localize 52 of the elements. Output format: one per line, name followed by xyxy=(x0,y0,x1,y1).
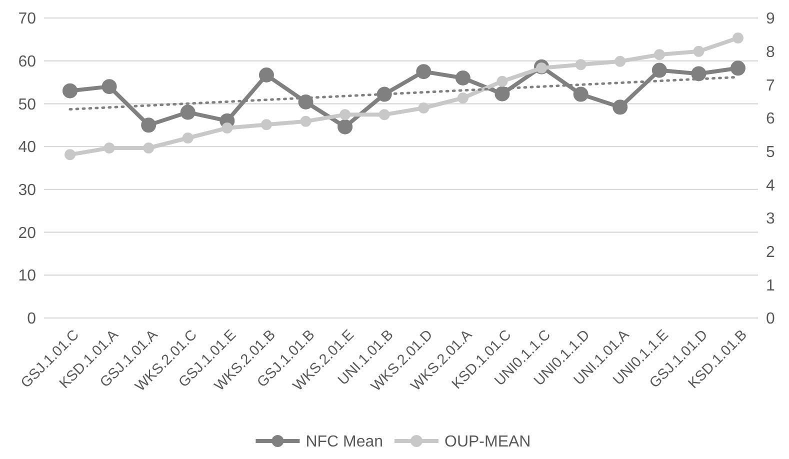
point xyxy=(730,60,746,76)
point xyxy=(418,102,430,114)
point xyxy=(180,104,196,120)
point xyxy=(494,86,510,102)
y-tick-label: 40 xyxy=(18,139,36,156)
point xyxy=(378,109,390,120)
point xyxy=(654,49,665,60)
y2-tick-label: 3 xyxy=(766,210,775,228)
legend-label: OUP-MEAN xyxy=(444,434,531,451)
point xyxy=(62,83,78,98)
point xyxy=(143,142,154,154)
y2-tick-label: 4 xyxy=(766,177,775,194)
point xyxy=(340,109,351,120)
y2-tick-label: 0 xyxy=(766,310,775,328)
y2-tick-label: 9 xyxy=(766,10,775,28)
y2-tick-label: 1 xyxy=(766,277,775,294)
point xyxy=(457,92,468,104)
point xyxy=(693,46,704,57)
point xyxy=(300,116,312,127)
point xyxy=(575,59,586,70)
point xyxy=(64,149,76,160)
point xyxy=(732,32,744,44)
point xyxy=(612,100,628,115)
y2-tick-label: 6 xyxy=(766,110,775,128)
y2-tick-label: 8 xyxy=(766,44,775,61)
point xyxy=(573,86,588,102)
point xyxy=(496,76,508,87)
point xyxy=(222,122,233,134)
point xyxy=(260,119,272,130)
point xyxy=(652,62,667,78)
y-tick-label: 0 xyxy=(27,310,36,328)
y-tick-label: 70 xyxy=(18,10,36,28)
point xyxy=(141,118,156,133)
point xyxy=(416,64,432,80)
point xyxy=(258,68,274,82)
y-tick-label: 30 xyxy=(18,182,36,200)
point xyxy=(182,132,194,144)
point xyxy=(298,94,314,110)
y2-tick-label: 5 xyxy=(766,144,775,161)
y-tick-label: 10 xyxy=(18,268,36,285)
y-tick-label: 60 xyxy=(18,53,36,70)
y2-tick-label: 7 xyxy=(766,77,775,94)
point xyxy=(691,66,706,82)
point xyxy=(338,119,353,134)
legend-label: NFC Mean xyxy=(306,434,384,451)
point xyxy=(455,70,470,86)
point xyxy=(102,79,117,94)
point xyxy=(614,56,626,67)
y2-tick-label: 2 xyxy=(766,244,775,261)
point xyxy=(104,142,115,154)
y-tick-label: 20 xyxy=(18,224,36,242)
y-tick-label: 50 xyxy=(18,96,36,114)
